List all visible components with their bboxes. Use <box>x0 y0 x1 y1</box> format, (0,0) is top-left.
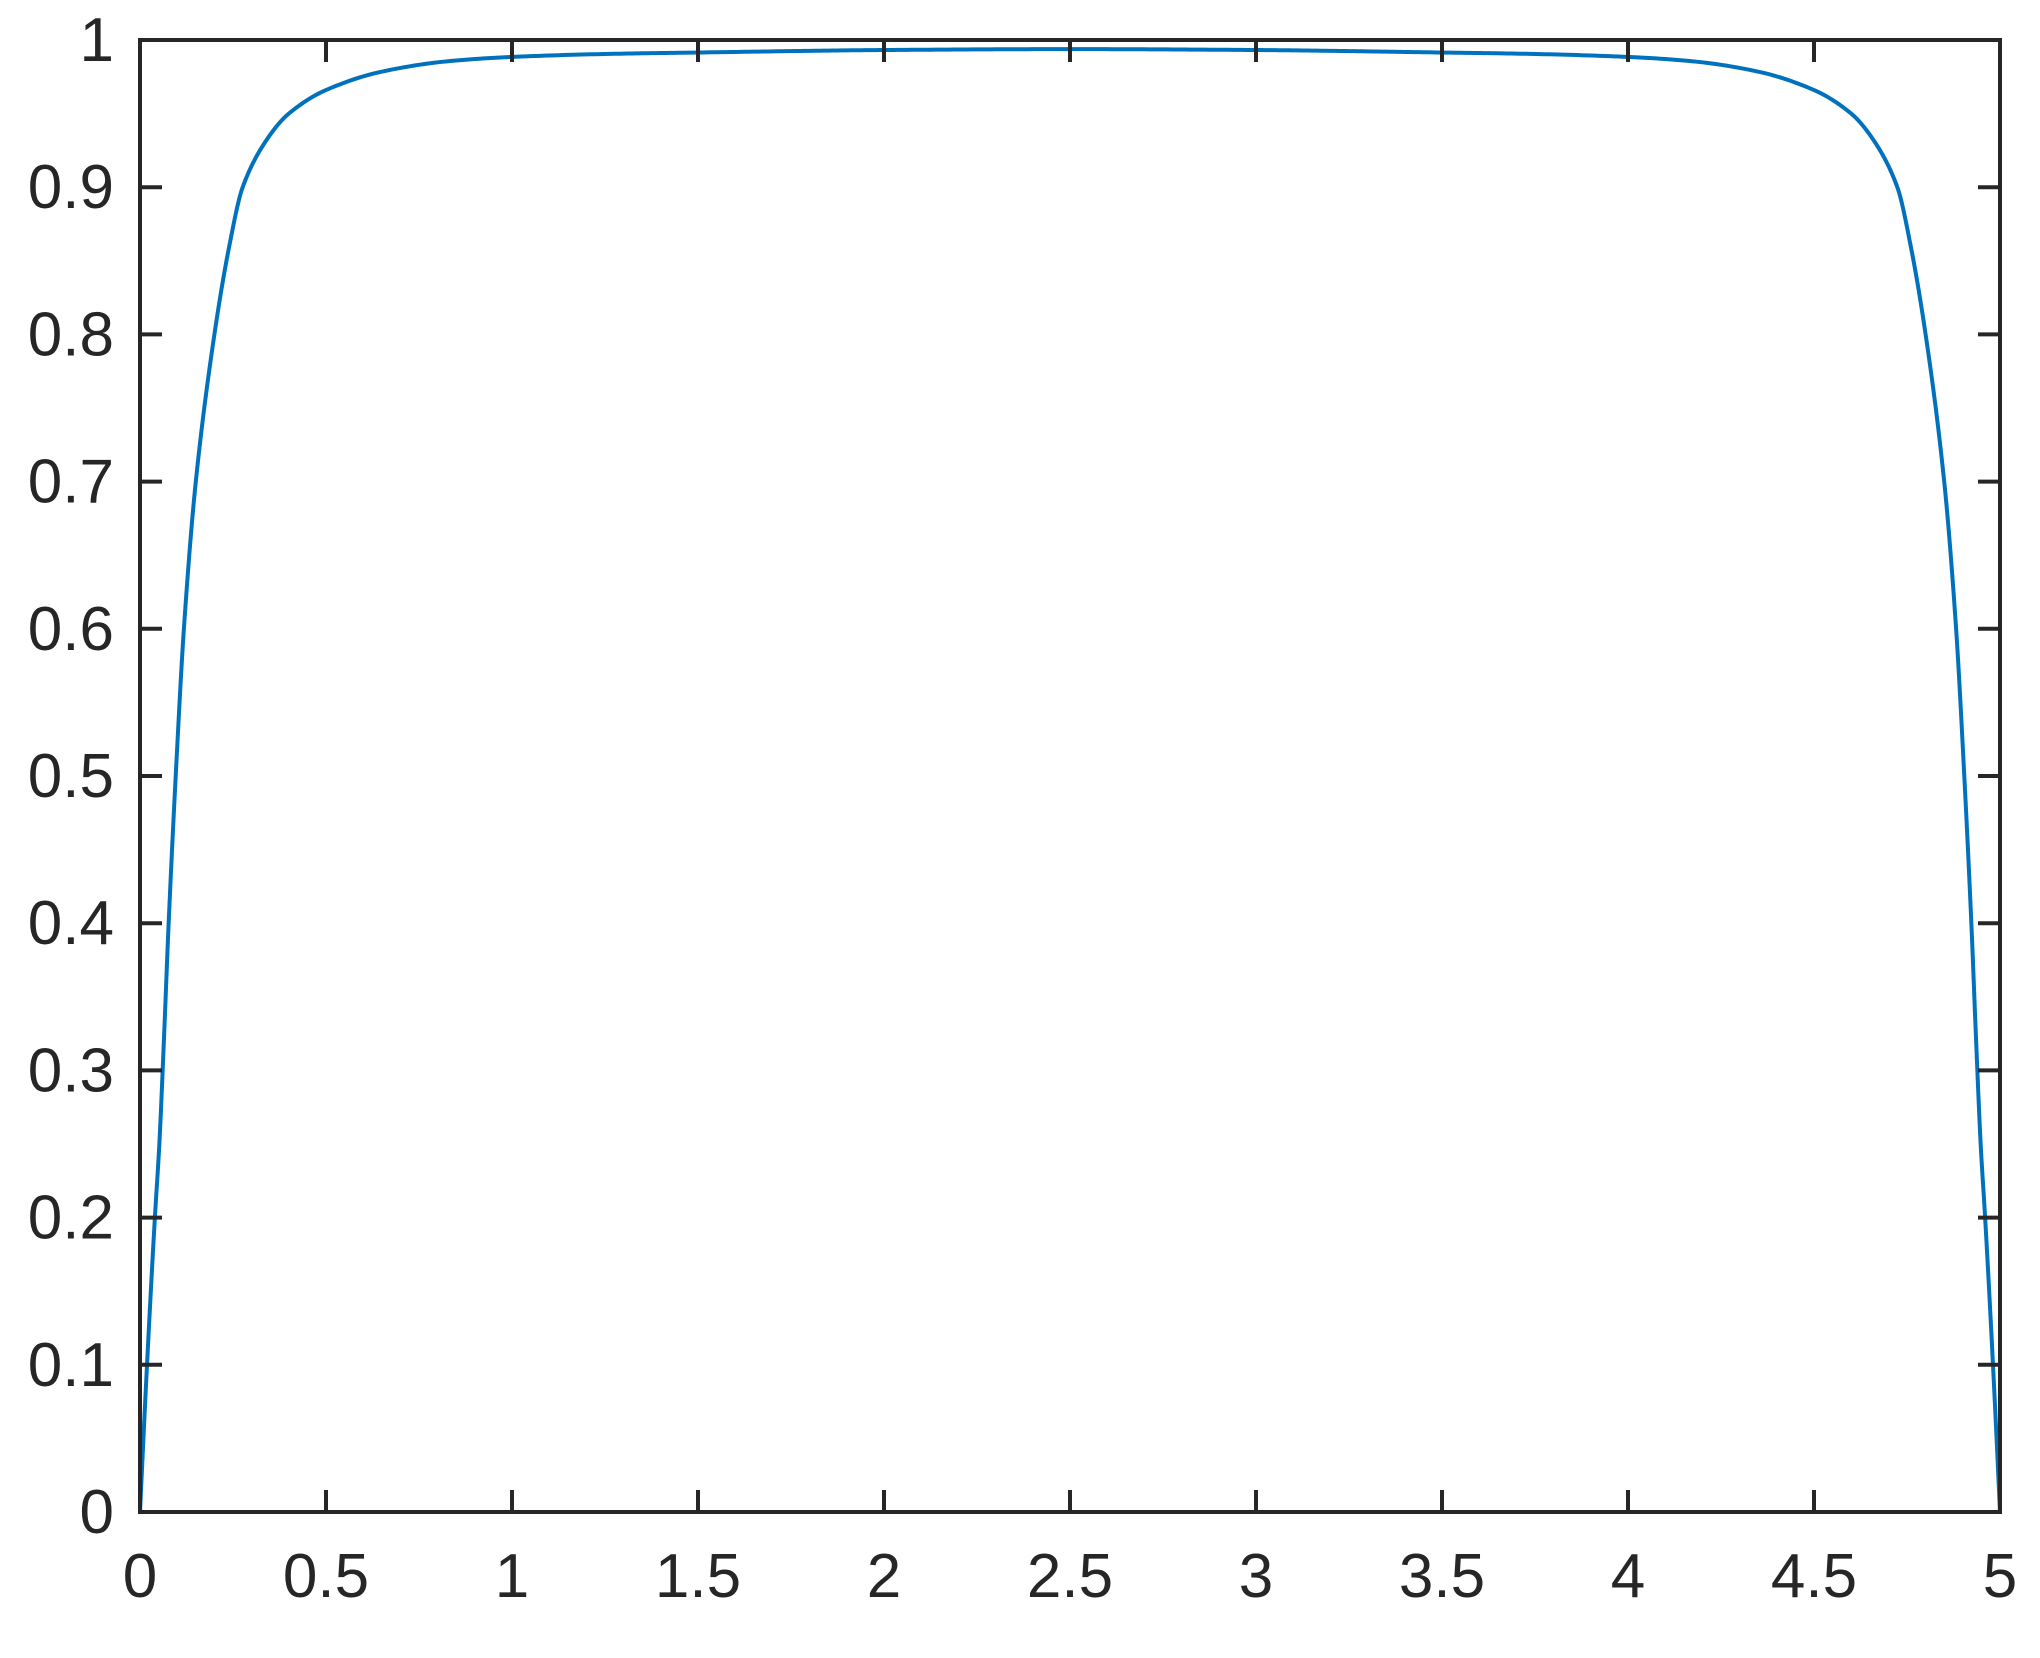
y-tick-label: 1 <box>80 6 114 75</box>
x-tick-label: 1 <box>495 1542 529 1611</box>
x-tick-label: 4 <box>1611 1542 1645 1611</box>
plot-box <box>138 38 2002 1514</box>
y-tick-label: 0.6 <box>28 595 114 664</box>
y-tick-label: 0.2 <box>28 1184 114 1253</box>
x-tick-label: 3 <box>1239 1542 1273 1611</box>
y-tick-label: 0.4 <box>28 889 114 958</box>
x-tick-label: 5 <box>1983 1542 2017 1611</box>
y-tick-label: 0.8 <box>28 300 114 369</box>
y-tick-label: 0.9 <box>28 153 114 222</box>
y-tick-label: 0 <box>80 1478 114 1547</box>
series-line <box>138 47 2002 1514</box>
x-tick-label: 0.5 <box>283 1542 369 1611</box>
y-tick-label: 0.1 <box>28 1331 114 1400</box>
y-tick-label: 0.7 <box>28 448 114 517</box>
x-tick-label: 2.5 <box>1027 1542 1113 1611</box>
x-tick-label: 2 <box>867 1542 901 1611</box>
x-tick-label: 1.5 <box>655 1542 741 1611</box>
x-tick-label: 0 <box>123 1542 157 1611</box>
y-tick-label: 0.5 <box>28 742 114 811</box>
x-tick-label: 4.5 <box>1771 1542 1857 1611</box>
x-tick-label: 3.5 <box>1399 1542 1485 1611</box>
y-tick-label: 0.3 <box>28 1036 114 1105</box>
